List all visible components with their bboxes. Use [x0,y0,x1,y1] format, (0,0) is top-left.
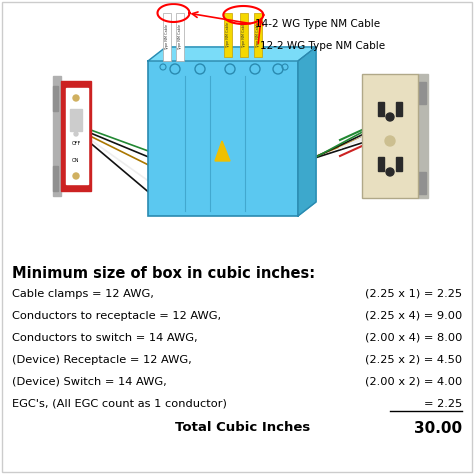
Text: (2.25 x 4) = 9.00: (2.25 x 4) = 9.00 [365,311,462,321]
Text: Conductors to receptacle = 12 AWG,: Conductors to receptacle = 12 AWG, [12,311,221,321]
Text: Type NM Cable: Type NM Cable [242,22,246,48]
Text: 14-2 WG Type NM Cable: 14-2 WG Type NM Cable [255,19,380,29]
Circle shape [73,173,79,179]
Text: Conductors to switch = 14 AWG,: Conductors to switch = 14 AWG, [12,333,198,343]
Bar [362,74,418,198]
Text: Type NM Cable: Type NM Cable [165,24,169,50]
Bar [53,76,61,196]
Bar [418,82,426,104]
Bar [240,13,248,57]
Bar [70,109,82,131]
Text: (2.25 x 2) = 4.50: (2.25 x 2) = 4.50 [365,355,462,365]
Circle shape [385,136,395,146]
Polygon shape [148,47,316,61]
Text: (2.00 x 4) = 8.00: (2.00 x 4) = 8.00 [365,333,462,343]
Text: (Device) Switch = 14 AWG,: (Device) Switch = 14 AWG, [12,377,167,387]
Polygon shape [215,141,230,161]
Bar [378,157,384,171]
Text: ON: ON [72,158,80,164]
Text: 30.00: 30.00 [414,421,462,436]
Bar [396,102,402,116]
Text: EGC's, (All EGC count as 1 conductor): EGC's, (All EGC count as 1 conductor) [12,399,227,409]
Bar [53,86,58,111]
Text: (Device) Receptacle = 12 AWG,: (Device) Receptacle = 12 AWG, [12,355,192,365]
Bar [254,13,262,57]
Text: (2.00 x 2) = 4.00: (2.00 x 2) = 4.00 [365,377,462,387]
Text: 12-2 WG Type NM Cable: 12-2 WG Type NM Cable [260,41,385,51]
Text: Type NM Cable: Type NM Cable [256,22,260,48]
Bar [418,74,428,198]
Text: Type NM Cable: Type NM Cable [178,24,182,50]
Bar [148,61,298,216]
Circle shape [74,132,78,136]
Polygon shape [298,47,316,216]
Bar [378,102,384,116]
Circle shape [73,95,79,101]
Bar [418,172,426,194]
Bar [61,81,91,191]
Bar [53,166,58,191]
Text: (2.25 x 1) = 2.25: (2.25 x 1) = 2.25 [365,289,462,299]
Bar [396,157,402,171]
Text: Type NM Cable: Type NM Cable [226,22,230,48]
Circle shape [386,168,394,176]
Text: Total Cubic Inches: Total Cubic Inches [175,421,310,434]
Text: OFF: OFF [72,141,81,146]
Text: = 2.25: = 2.25 [424,399,462,409]
Text: Cable clamps = 12 AWG,: Cable clamps = 12 AWG, [12,289,154,299]
Bar [176,13,184,61]
Bar [224,13,232,57]
Text: Minimum size of box in cubic inches:: Minimum size of box in cubic inches: [12,266,315,281]
Bar [163,13,171,61]
Circle shape [386,113,394,121]
Bar [66,88,88,184]
